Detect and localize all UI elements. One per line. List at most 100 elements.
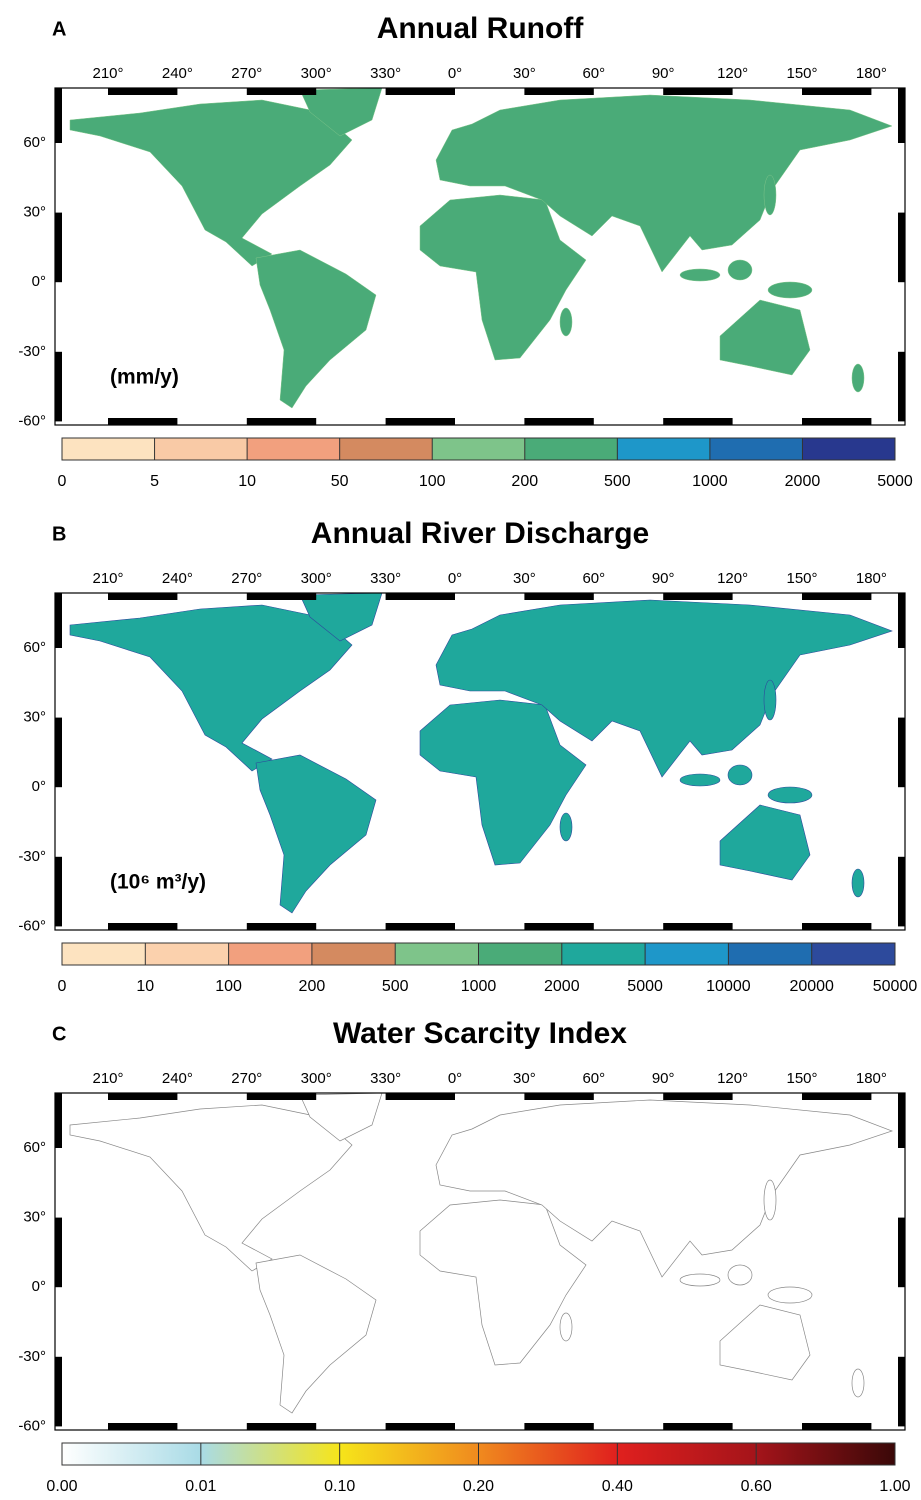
frame-bar <box>246 418 317 425</box>
frame-bar <box>524 88 594 95</box>
colorbar-label: 0.20 <box>463 1478 494 1495</box>
longitude-label: 0° <box>448 1070 462 1087</box>
panel-letter: B <box>52 523 66 545</box>
colorbar-segment <box>432 438 525 460</box>
longitude-label: 240° <box>162 1070 193 1087</box>
panel-title: Annual River Discharge <box>311 517 649 550</box>
frame-bar <box>108 923 178 930</box>
frame-bar <box>898 1356 905 1427</box>
frame-bar <box>802 88 872 95</box>
longitude-label: 330° <box>370 1070 401 1087</box>
frame-bar <box>524 593 594 600</box>
longitude-label: 60° <box>582 65 605 82</box>
colorbar-segment <box>311 943 396 965</box>
frame-bar <box>898 856 905 927</box>
frame-bar <box>108 418 178 425</box>
unit-label: (10⁶ m³/y) <box>110 871 206 894</box>
colorbar-segment <box>524 438 618 460</box>
frame-bar <box>55 212 62 283</box>
colorbar-label: 2000 <box>544 978 580 995</box>
longitude-label: 180° <box>856 65 887 82</box>
longitude-label: 240° <box>162 65 193 82</box>
frame-bar <box>246 1423 317 1430</box>
longitude-label: 150° <box>786 65 817 82</box>
colorbar-label: 1.00 <box>879 1478 910 1495</box>
colorbar-label: 0.10 <box>324 1478 355 1495</box>
colorbar-segment <box>339 438 433 460</box>
frame-bar <box>524 418 594 425</box>
latitude-label: 60° <box>23 1139 46 1156</box>
colorbar-label: 50000 <box>873 978 918 995</box>
longitude-label: 90° <box>652 65 675 82</box>
frame-bar <box>108 88 178 95</box>
frame-bar <box>663 1423 733 1430</box>
colorbar-segment <box>62 1443 201 1465</box>
frame-bar <box>108 1423 178 1430</box>
latitude-label: 0° <box>32 1278 46 1295</box>
colorbar-segment <box>200 1443 340 1465</box>
panel-letter: C <box>52 1023 66 1045</box>
colorbar-segment <box>145 943 229 965</box>
colorbar-segment <box>811 943 895 965</box>
colorbar-label: 50 <box>331 473 349 490</box>
frame-bar <box>55 1356 62 1427</box>
longitude-label: 30° <box>513 65 536 82</box>
latitude-label: -30° <box>18 343 46 360</box>
longitude-label: 300° <box>301 570 332 587</box>
colorbar-label: 10000 <box>706 978 751 995</box>
frame-bar <box>802 1423 872 1430</box>
longitude-label: 210° <box>92 1070 123 1087</box>
longitude-label: 270° <box>231 570 262 587</box>
longitude-label: 120° <box>717 65 748 82</box>
frame-bar <box>55 351 62 422</box>
panel-title: Water Scarcity Index <box>333 1017 627 1050</box>
longitude-label: 60° <box>582 1070 605 1087</box>
frame-bar <box>246 88 317 95</box>
latitude-label: -30° <box>18 848 46 865</box>
colorbar-segment <box>247 438 340 460</box>
longitude-label: 150° <box>786 570 817 587</box>
frame-bar <box>55 856 62 927</box>
colorbar-label: 200 <box>511 473 538 490</box>
longitude-label: 330° <box>370 65 401 82</box>
latitude-label: -60° <box>18 1417 46 1434</box>
longitude-label: 30° <box>513 570 536 587</box>
frame-bar <box>898 212 905 283</box>
frame-bar <box>898 351 905 422</box>
colorbar-segment <box>561 943 646 965</box>
frame-bar <box>898 1093 905 1148</box>
latitude-label: 0° <box>32 778 46 795</box>
colorbar-label: 2000 <box>785 473 821 490</box>
frame-bar <box>55 88 62 143</box>
frame-bar <box>55 717 62 788</box>
frame-bar <box>524 1423 594 1430</box>
frame-bar <box>55 1093 62 1148</box>
colorbar-label: 5000 <box>627 978 663 995</box>
frame-bar <box>898 1217 905 1288</box>
frame-bar <box>802 1093 872 1100</box>
colorbar-label: 0.40 <box>602 1478 633 1495</box>
frame-bar <box>898 593 905 648</box>
frame-bar <box>524 923 594 930</box>
longitude-label: 30° <box>513 1070 536 1087</box>
longitude-label: 270° <box>231 1070 262 1087</box>
colorbar-label: 0 <box>58 473 67 490</box>
longitude-label: 150° <box>786 1070 817 1087</box>
frame-bar <box>802 418 872 425</box>
colorbar-label: 5 <box>150 473 159 490</box>
colorbar-segment <box>154 438 248 460</box>
colorbar-segment <box>645 943 729 965</box>
colorbar-label: 1000 <box>461 978 497 995</box>
colorbar-label: 5000 <box>877 473 913 490</box>
frame-bar <box>108 593 178 600</box>
latitude-label: 30° <box>23 709 46 726</box>
longitude-label: 60° <box>582 570 605 587</box>
frame-bar <box>246 593 317 600</box>
longitude-label: 120° <box>717 1070 748 1087</box>
frame-bar <box>246 923 317 930</box>
longitude-label: 180° <box>856 1070 887 1087</box>
colorbar-label: 500 <box>604 473 631 490</box>
colorbar-label: 200 <box>299 978 326 995</box>
frame-bar <box>663 923 733 930</box>
